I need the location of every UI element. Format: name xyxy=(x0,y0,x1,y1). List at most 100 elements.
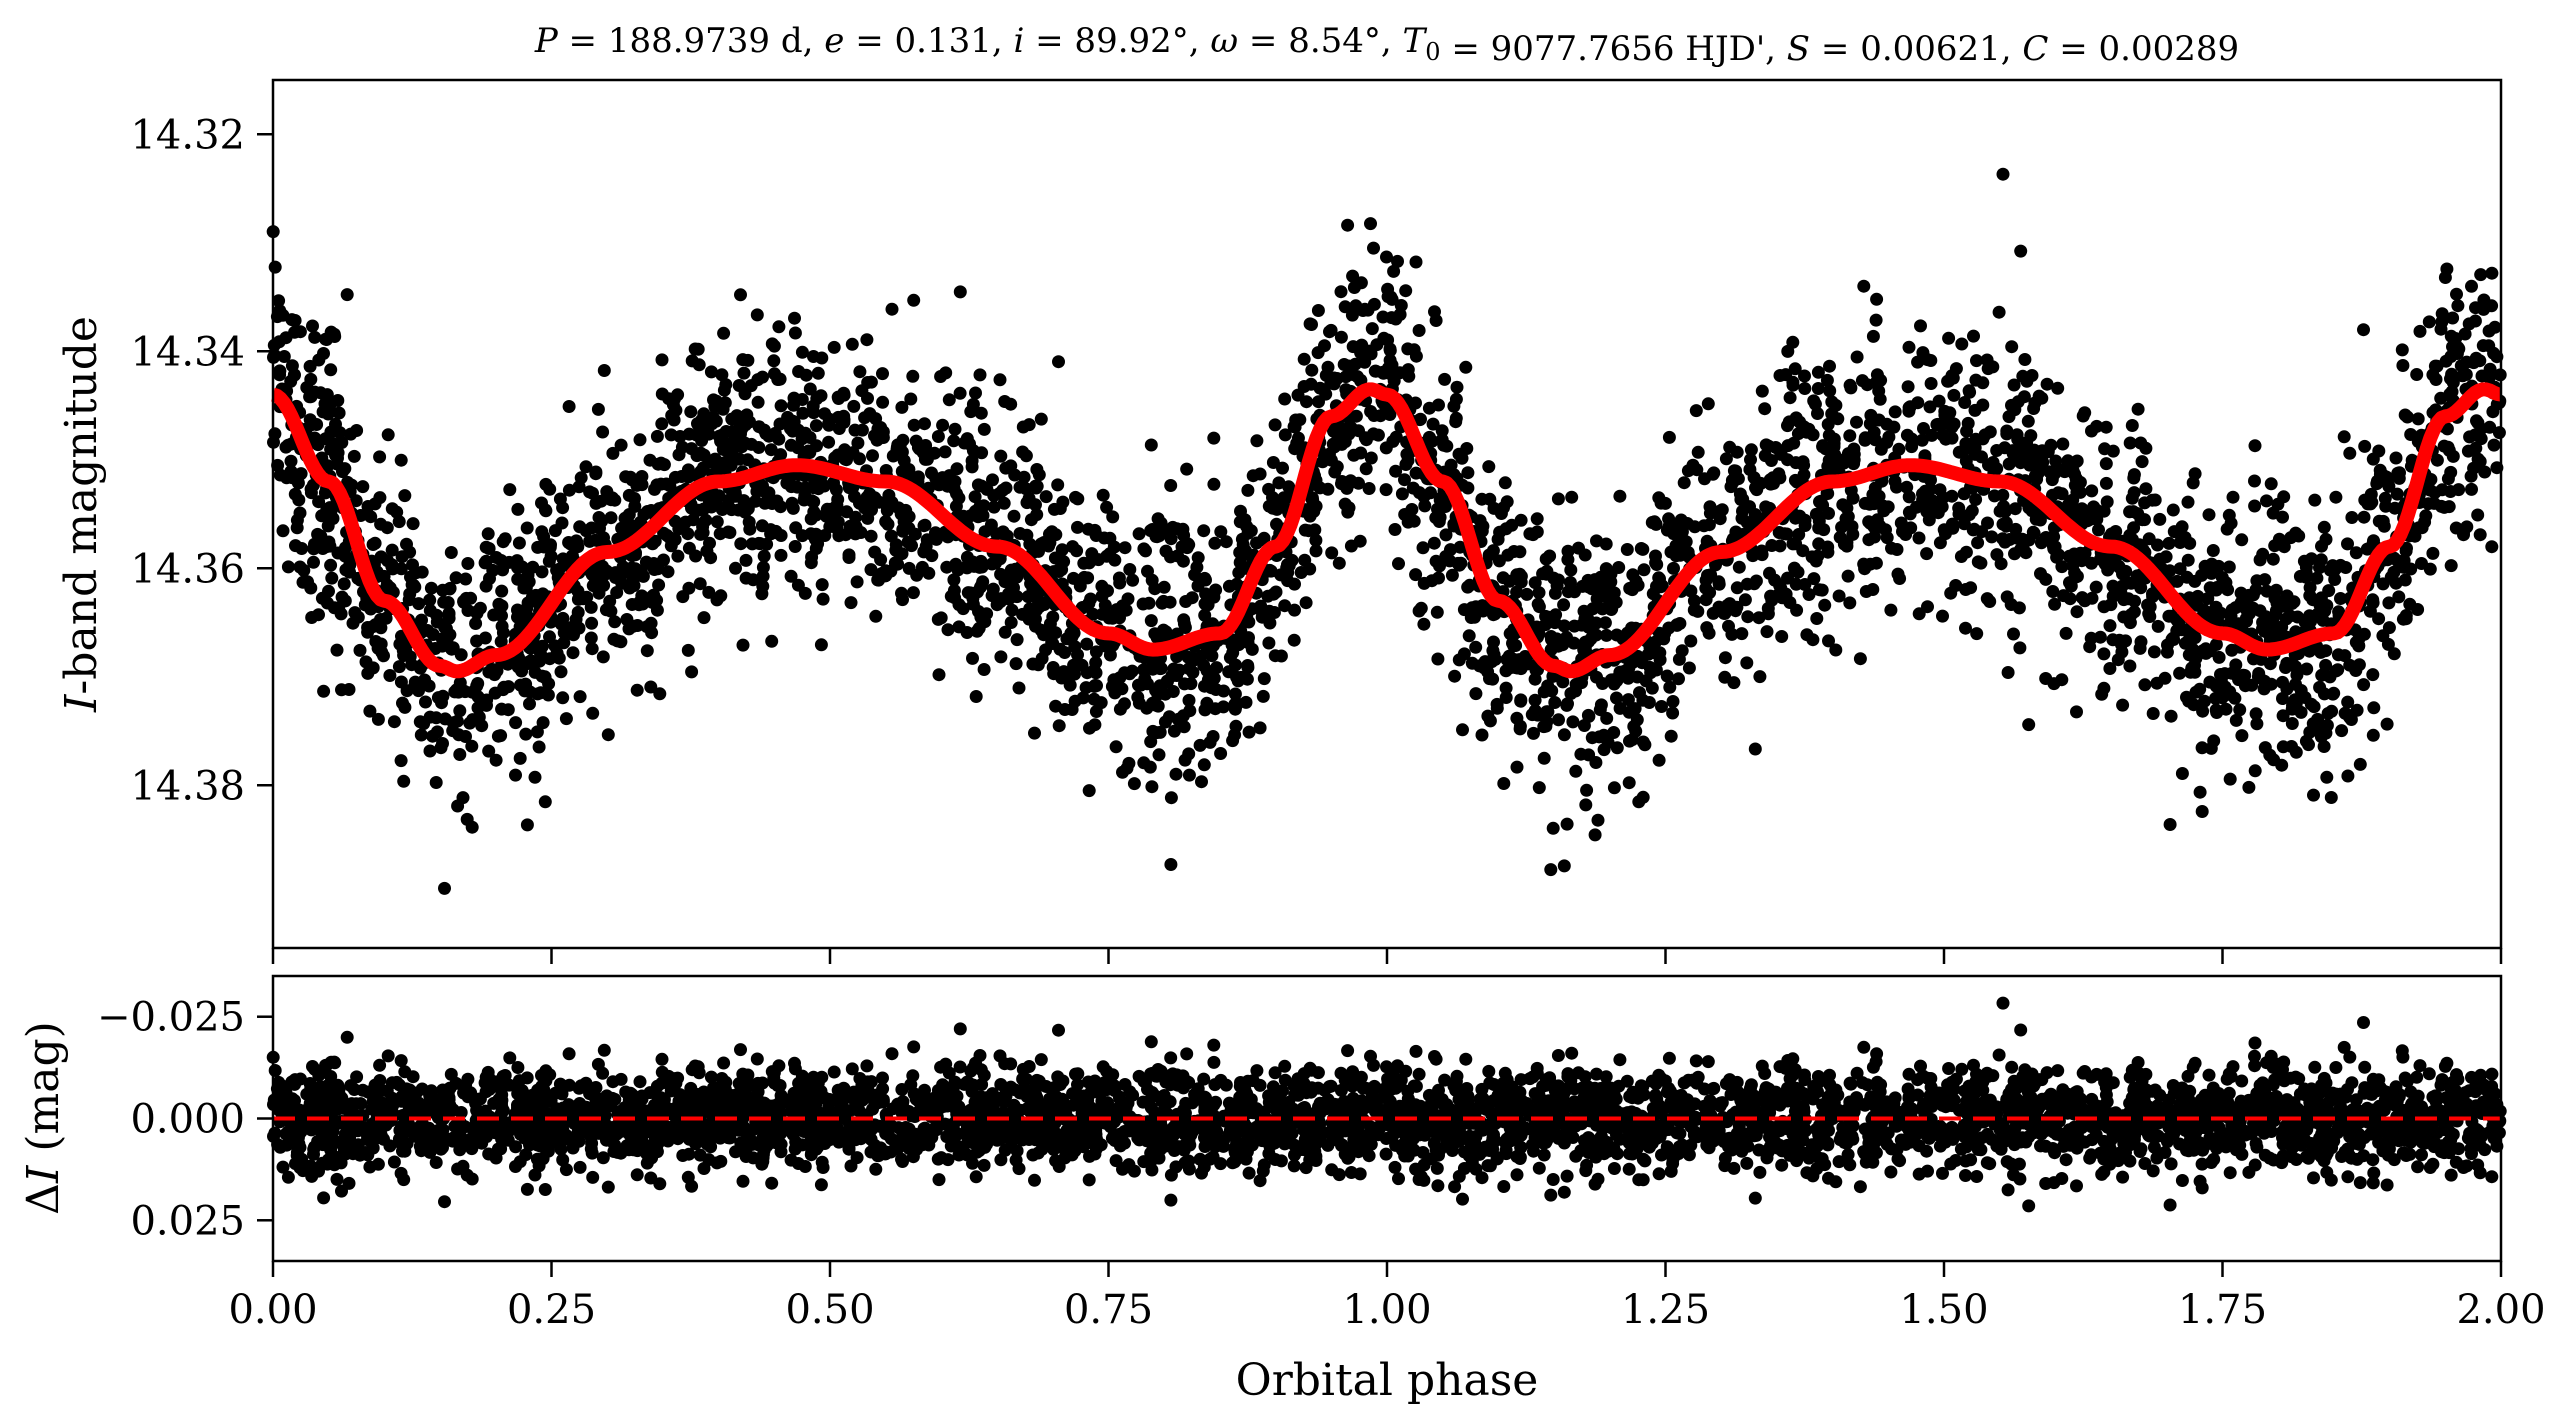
light-curve-point xyxy=(1487,635,1500,649)
light-curve-point xyxy=(1513,567,1527,581)
light-curve-point xyxy=(1145,573,1159,587)
light-curve-point xyxy=(1064,626,1078,640)
light-curve-point xyxy=(1937,523,1951,537)
light-curve-point xyxy=(1681,464,1695,478)
light-curve-point xyxy=(2280,682,2294,696)
light-curve-point xyxy=(539,504,553,518)
light-curve-point xyxy=(1499,691,1513,704)
light-curve-point xyxy=(2203,675,2217,689)
light-curve-point xyxy=(1888,405,1902,419)
light-curve-point xyxy=(788,311,801,325)
light-curve-point xyxy=(1359,462,1373,476)
light-curve-point xyxy=(2482,324,2496,338)
light-curve-point xyxy=(614,438,628,452)
light-curve-point xyxy=(1431,652,1445,666)
light-curve-point xyxy=(1321,482,1335,496)
light-curve-point xyxy=(756,370,769,384)
light-curve-point xyxy=(1151,512,1165,526)
light-curve-point xyxy=(650,429,664,443)
light-curve-point xyxy=(2398,408,2412,422)
light-curve-point xyxy=(974,406,988,420)
light-curve-point xyxy=(1930,418,1944,432)
light-curve-point xyxy=(423,744,437,758)
light-curve-point xyxy=(353,643,367,657)
light-curve-point xyxy=(2313,561,2326,575)
light-curve-point xyxy=(2085,424,2098,438)
light-curve-point xyxy=(849,510,863,524)
light-curve-point xyxy=(1164,479,1178,492)
light-curve-point xyxy=(1939,432,1953,446)
light-curve-point xyxy=(599,564,613,578)
light-curve-point xyxy=(1911,355,1925,369)
light-curve-point xyxy=(1182,768,1196,782)
light-curve-point xyxy=(1873,392,1887,406)
light-curve-point xyxy=(1035,652,1049,665)
light-curve-point xyxy=(347,449,361,463)
light-curve-point xyxy=(2248,474,2261,488)
light-curve-point xyxy=(470,606,484,620)
light-curve-point xyxy=(2170,574,2184,588)
light-curve-point xyxy=(2019,546,2033,560)
light-curve-point xyxy=(738,505,752,519)
light-curve-point xyxy=(1981,516,1994,530)
light-curve-point xyxy=(891,557,905,571)
light-curve-point xyxy=(2298,691,2312,704)
light-curve-point xyxy=(1020,607,1034,621)
light-curve-point xyxy=(1673,617,1687,630)
light-curve-point xyxy=(2212,650,2226,664)
light-curve-point xyxy=(394,562,408,576)
light-curve-point xyxy=(497,680,511,694)
light-curve-point xyxy=(1846,453,1860,467)
light-curve-point xyxy=(320,388,334,402)
light-curve-point xyxy=(1985,530,1999,544)
light-curve-point xyxy=(1679,535,1693,549)
light-curve-point xyxy=(1823,384,1837,398)
light-curve-point xyxy=(1501,548,1515,562)
light-curve-point xyxy=(2106,579,2120,593)
light-curve-point xyxy=(1528,693,1542,707)
light-curve-point xyxy=(2123,528,2137,542)
light-curve-point xyxy=(853,365,867,379)
light-curve-point xyxy=(1853,652,1867,666)
light-curve-point xyxy=(2166,503,2180,517)
light-curve-point xyxy=(1548,586,1562,600)
light-curve-point xyxy=(1510,760,1524,774)
light-curve-point xyxy=(1176,554,1190,568)
light-curve-point xyxy=(1266,456,1280,469)
light-curve-point xyxy=(436,583,450,597)
light-curve-point xyxy=(947,434,961,448)
light-curve-point xyxy=(1427,536,1441,550)
light-curve-point xyxy=(2249,583,2263,597)
light-curve-point xyxy=(1920,547,1934,561)
light-curve-point xyxy=(1870,368,1884,382)
residual-point xyxy=(765,1176,779,1190)
light-curve-point xyxy=(2315,668,2329,682)
light-curve-point xyxy=(996,525,1010,539)
light-curve-point xyxy=(1990,548,2004,562)
light-curve-point xyxy=(1385,292,1399,306)
light-curve-point xyxy=(1257,672,1271,686)
light-curve-point xyxy=(1532,781,1546,795)
light-curve-point xyxy=(1885,541,1898,555)
light-curve-point xyxy=(799,368,813,382)
light-curve-point xyxy=(969,690,983,703)
light-curve-point xyxy=(1760,625,1774,639)
light-curve-point xyxy=(604,604,618,618)
light-curve-point xyxy=(562,400,576,413)
light-curve-point xyxy=(2181,495,2195,509)
light-curve-point xyxy=(876,367,889,381)
light-curve-point xyxy=(1574,747,1588,761)
light-curve-point xyxy=(2289,745,2303,759)
light-curve-point xyxy=(757,549,771,563)
light-curve-point xyxy=(2068,570,2082,584)
light-curve-point xyxy=(2012,601,2026,615)
light-curve-point xyxy=(1901,380,1915,394)
light-curve-point xyxy=(736,638,750,652)
residual-point xyxy=(1884,1165,1898,1179)
light-curve-point xyxy=(969,386,982,400)
light-curve-point xyxy=(479,579,493,593)
light-curve-point xyxy=(1622,705,1636,719)
light-curve-point xyxy=(2209,600,2223,614)
light-curve-point xyxy=(1843,429,1857,443)
